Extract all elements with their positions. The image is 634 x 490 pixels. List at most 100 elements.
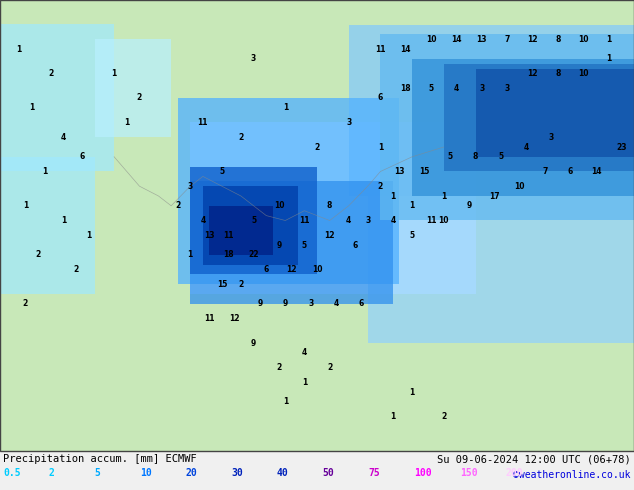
Bar <box>178 98 399 284</box>
Text: 11: 11 <box>426 216 436 225</box>
Text: 10: 10 <box>274 201 284 210</box>
Text: 1: 1 <box>124 118 129 127</box>
Bar <box>95 39 171 137</box>
Bar <box>368 196 634 343</box>
Text: 1: 1 <box>188 250 193 259</box>
Text: 9: 9 <box>276 241 281 249</box>
Text: 14: 14 <box>591 167 601 176</box>
Text: 3: 3 <box>549 133 554 142</box>
Text: 3: 3 <box>479 84 484 93</box>
Text: 1: 1 <box>302 378 307 387</box>
Text: 1: 1 <box>606 54 611 63</box>
Bar <box>190 181 393 304</box>
Text: 4: 4 <box>391 216 396 225</box>
Bar <box>349 24 634 196</box>
Bar <box>209 206 273 255</box>
Text: 12: 12 <box>325 231 335 240</box>
Text: 4: 4 <box>333 299 339 308</box>
Text: 2: 2 <box>238 133 243 142</box>
Text: 5: 5 <box>302 241 307 249</box>
Text: 200: 200 <box>505 468 523 478</box>
FancyBboxPatch shape <box>0 0 634 451</box>
Text: 3: 3 <box>346 118 351 127</box>
Text: 2: 2 <box>175 201 180 210</box>
Text: 5: 5 <box>429 84 434 93</box>
Text: 23: 23 <box>616 143 626 151</box>
Text: 1: 1 <box>391 192 396 200</box>
Text: 13: 13 <box>204 231 214 240</box>
Text: 10: 10 <box>578 35 588 44</box>
Text: 1: 1 <box>391 412 396 421</box>
Text: 10: 10 <box>312 265 322 274</box>
Text: 12: 12 <box>230 314 240 323</box>
Text: 10: 10 <box>578 69 588 78</box>
Text: 1: 1 <box>410 388 415 396</box>
Text: 10: 10 <box>439 216 449 225</box>
Text: 4: 4 <box>200 216 205 225</box>
Text: 2: 2 <box>137 94 142 102</box>
Bar <box>0 24 114 172</box>
Text: 22: 22 <box>249 250 259 259</box>
Text: 3: 3 <box>365 216 370 225</box>
Text: 100: 100 <box>414 468 432 478</box>
Text: 20: 20 <box>186 468 198 478</box>
Text: 12: 12 <box>527 69 538 78</box>
Text: 18: 18 <box>401 84 411 93</box>
Text: 2: 2 <box>327 363 332 372</box>
Text: 9: 9 <box>467 201 472 210</box>
Text: Precipitation accum. [mm] ECMWF: Precipitation accum. [mm] ECMWF <box>3 454 197 464</box>
Bar <box>412 59 634 196</box>
Text: 1: 1 <box>410 201 415 210</box>
Text: 4: 4 <box>346 216 351 225</box>
Text: 13: 13 <box>477 35 487 44</box>
Text: 9: 9 <box>251 339 256 347</box>
Text: 15: 15 <box>217 280 227 289</box>
Text: 9: 9 <box>283 299 288 308</box>
Text: 10: 10 <box>426 35 436 44</box>
Text: 2: 2 <box>276 363 281 372</box>
Text: 1: 1 <box>283 103 288 112</box>
Text: 7: 7 <box>543 167 548 176</box>
Text: 8: 8 <box>555 69 560 78</box>
Text: 50: 50 <box>323 468 335 478</box>
Text: 5: 5 <box>219 167 224 176</box>
Bar <box>0 157 95 294</box>
Text: 2: 2 <box>48 69 53 78</box>
Text: 2: 2 <box>378 182 383 191</box>
Text: 5: 5 <box>251 216 256 225</box>
Text: 6: 6 <box>264 265 269 274</box>
Text: 4: 4 <box>302 348 307 357</box>
Text: 11: 11 <box>223 231 233 240</box>
Text: 0.5: 0.5 <box>3 468 21 478</box>
Text: 6: 6 <box>80 152 85 161</box>
Text: 4: 4 <box>524 143 529 151</box>
Text: 2: 2 <box>314 143 320 151</box>
Text: 14: 14 <box>401 45 411 53</box>
Bar <box>476 69 634 157</box>
Text: 1: 1 <box>16 45 22 53</box>
Text: 18: 18 <box>223 250 233 259</box>
Bar <box>203 186 298 265</box>
Text: 3: 3 <box>308 299 313 308</box>
Text: 2: 2 <box>23 299 28 308</box>
Text: 13: 13 <box>394 167 404 176</box>
Text: 15: 15 <box>420 167 430 176</box>
Text: 1: 1 <box>23 201 28 210</box>
Text: Su 09-06-2024 12:00 UTC (06+78): Su 09-06-2024 12:00 UTC (06+78) <box>437 454 631 464</box>
Text: 5: 5 <box>94 468 100 478</box>
Text: 6: 6 <box>378 94 383 102</box>
Text: 11: 11 <box>299 216 309 225</box>
Text: 1: 1 <box>441 192 446 200</box>
Text: 5: 5 <box>448 152 453 161</box>
Text: 17: 17 <box>489 192 500 200</box>
Text: 8: 8 <box>473 152 478 161</box>
Text: 2: 2 <box>441 412 446 421</box>
Text: 11: 11 <box>375 45 385 53</box>
Text: 3: 3 <box>188 182 193 191</box>
Text: 2: 2 <box>238 280 243 289</box>
Text: 1: 1 <box>42 167 47 176</box>
Text: 1: 1 <box>61 216 66 225</box>
Text: 10: 10 <box>515 182 525 191</box>
Text: 2: 2 <box>74 265 79 274</box>
Text: 14: 14 <box>451 35 462 44</box>
